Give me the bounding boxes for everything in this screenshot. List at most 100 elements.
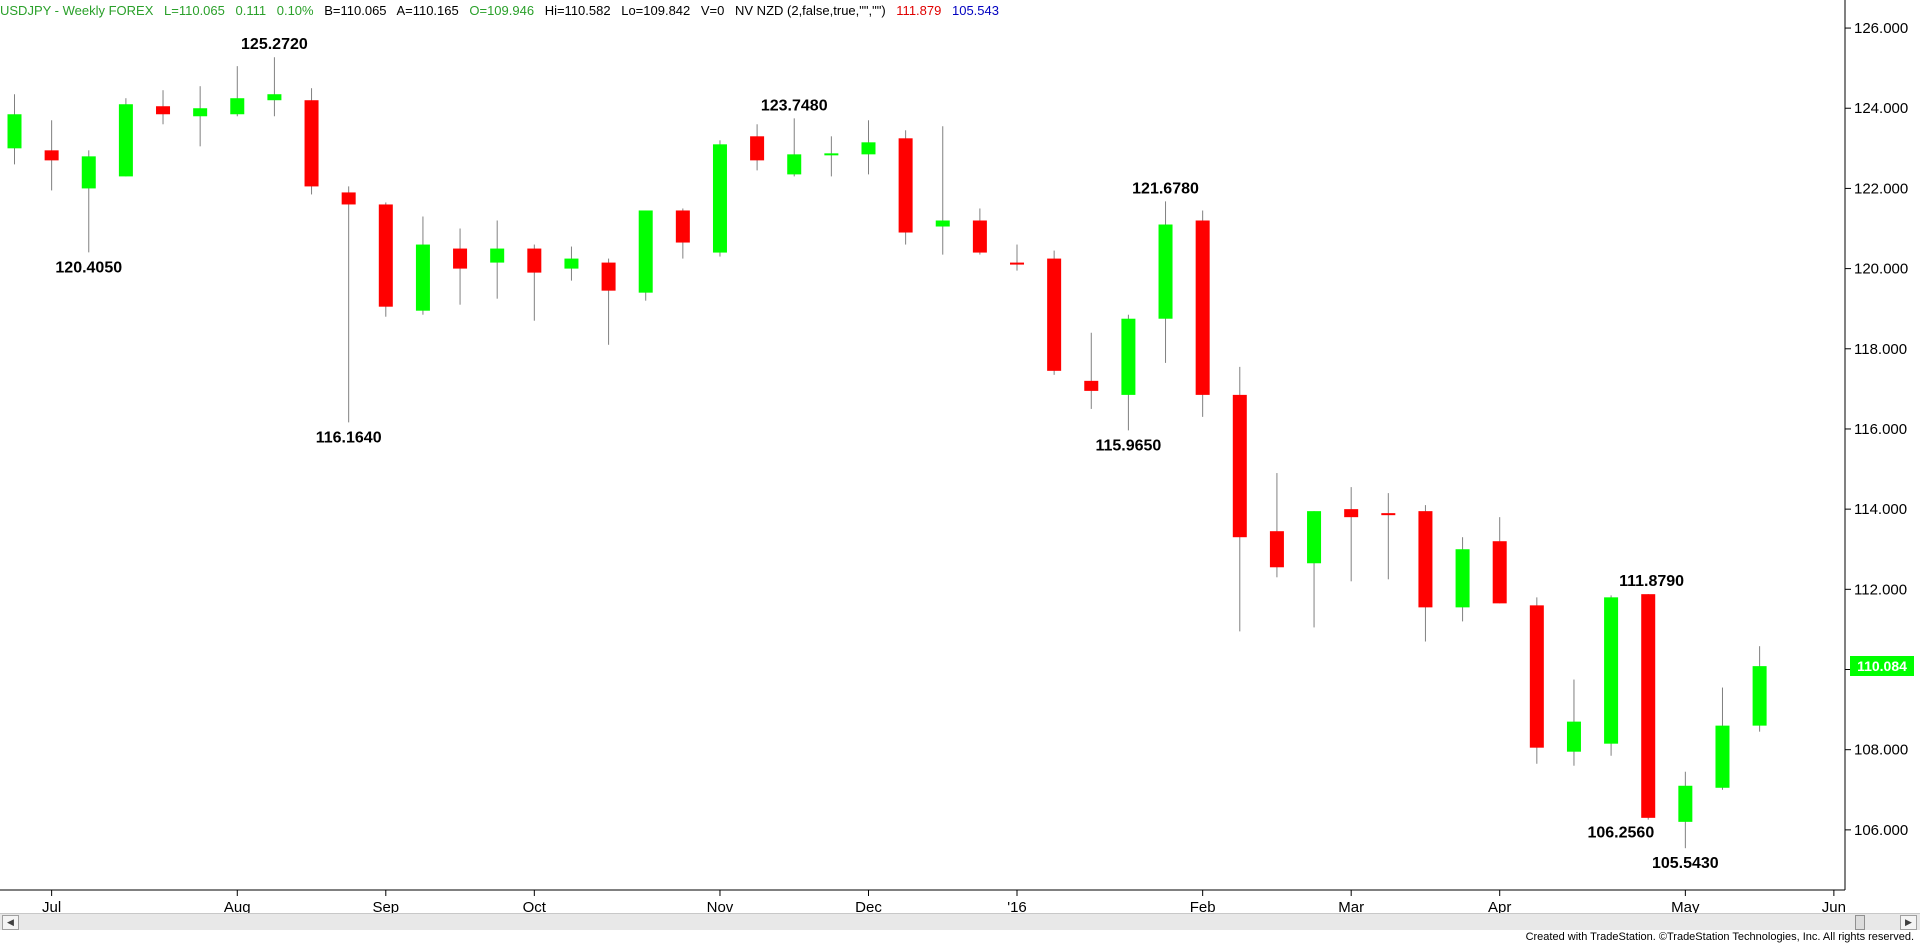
price-annotation: 125.2720 — [241, 36, 308, 53]
bid-price: B=110.065 — [324, 3, 387, 18]
price-annotation: 120.4050 — [55, 259, 122, 276]
candle — [1381, 493, 1396, 580]
candle — [564, 246, 579, 281]
x-tick-label: '16 — [1007, 899, 1027, 916]
candle — [1678, 771, 1693, 849]
candle-body — [935, 220, 950, 227]
volume-value: V=0 — [700, 3, 725, 18]
candle — [1121, 314, 1136, 431]
price-annotation: 123.7480 — [761, 97, 828, 114]
x-tick-label: Aug — [224, 899, 251, 916]
x-tick-label: Mar — [1338, 899, 1364, 916]
candle-body — [490, 248, 505, 263]
candle-body — [118, 104, 133, 177]
candle — [935, 126, 950, 255]
candle-body — [1269, 531, 1284, 568]
y-tick-label: 114.000 — [1854, 501, 1907, 518]
x-tick-label: Apr — [1488, 899, 1511, 916]
x-tick-label: May — [1671, 899, 1700, 916]
candle-body — [267, 94, 282, 101]
candle-body — [1641, 594, 1656, 818]
y-tick-label: 118.000 — [1854, 341, 1907, 358]
candle — [1084, 332, 1099, 409]
price-annotation: 106.2560 — [1587, 825, 1654, 842]
candle-body — [341, 192, 356, 205]
candle — [1232, 366, 1247, 632]
candle — [1641, 594, 1656, 820]
candle — [750, 124, 765, 171]
axes-layer: 106.000108.000110.000112.000114.000116.0… — [0, 0, 1908, 916]
candles-layer — [7, 57, 1767, 849]
candle-body — [1678, 785, 1693, 822]
candle-body — [601, 262, 616, 291]
candle — [1418, 505, 1433, 642]
candle-body — [1010, 262, 1025, 265]
candle-body — [415, 244, 430, 311]
x-tick-label: Jul — [42, 899, 61, 916]
candle-body — [1604, 597, 1619, 744]
candle — [1195, 210, 1210, 417]
y-tick-label: 106.000 — [1854, 822, 1908, 839]
candle — [193, 86, 208, 147]
high-price: Hi=110.582 — [544, 3, 611, 18]
scroll-left-icon[interactable]: ◀ — [2, 915, 19, 930]
y-tick-label: 112.000 — [1854, 581, 1907, 598]
candle — [490, 220, 505, 299]
candle-body — [230, 98, 245, 115]
candle — [267, 57, 282, 117]
horizontal-scrollbar[interactable]: ◀ ▶ — [0, 913, 1920, 930]
price-annotation: 121.6780 — [1132, 180, 1199, 197]
candle-body — [1752, 666, 1767, 726]
candle-body — [564, 258, 579, 269]
candle — [898, 130, 913, 245]
y-tick-label: 108.000 — [1854, 742, 1908, 759]
candle — [638, 210, 653, 301]
x-tick-label: Feb — [1190, 899, 1216, 916]
price-annotation: 105.5430 — [1652, 855, 1719, 872]
candle-body — [1195, 220, 1210, 395]
candle — [1269, 473, 1284, 578]
scroll-right-icon[interactable]: ▶ — [1900, 915, 1917, 930]
candle — [1566, 679, 1581, 766]
candle-body — [898, 138, 913, 233]
pct-change: 0.10% — [276, 3, 314, 18]
footer-copyright: Created with TradeStation. ©TradeStation… — [1525, 931, 1914, 943]
candle-body — [712, 144, 727, 253]
candle-body — [1232, 394, 1247, 538]
candle — [861, 120, 876, 175]
candle-body — [7, 114, 22, 149]
x-tick-label: Jun — [1822, 899, 1846, 916]
candle — [1158, 201, 1173, 363]
candle — [1307, 511, 1322, 628]
candle-body — [527, 248, 542, 273]
candle — [304, 88, 319, 195]
candle-body — [638, 210, 653, 293]
candle-body — [750, 136, 765, 161]
candle — [1455, 537, 1470, 622]
y-tick-label: 116.000 — [1854, 421, 1907, 438]
price-annotation: 116.1640 — [316, 429, 382, 446]
candle — [7, 94, 22, 165]
candle-body — [787, 154, 802, 175]
candle — [415, 216, 430, 315]
candle — [972, 208, 987, 255]
candle — [527, 244, 542, 321]
candle — [230, 66, 245, 117]
candle — [341, 186, 356, 423]
candle-body — [81, 156, 96, 189]
study-value-high: 111.879 — [896, 3, 942, 18]
x-tick-label: Nov — [707, 899, 734, 916]
last-price: L=110.065 — [164, 3, 225, 18]
candle-body — [44, 150, 59, 161]
candle — [1715, 687, 1730, 790]
candle — [1010, 244, 1025, 271]
x-tick-label: Oct — [523, 899, 547, 916]
candle — [453, 228, 468, 305]
scroll-thumb[interactable] — [1855, 915, 1865, 930]
candle — [81, 150, 96, 253]
candle-body — [1529, 605, 1544, 748]
x-tick-label: Dec — [855, 899, 882, 916]
y-tick-label: 126.000 — [1854, 20, 1908, 37]
candle-body — [1158, 224, 1173, 319]
